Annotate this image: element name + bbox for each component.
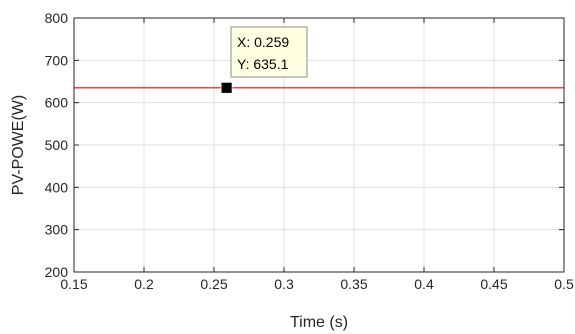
data-tip[interactable]: X: 0.259 Y: 635.1 — [220, 26, 308, 94]
y-tick-label: 800 — [45, 10, 69, 26]
y-tick-label: 200 — [45, 264, 69, 280]
y-axis-label: PV-POWE(W) — [10, 95, 27, 195]
x-tick-label: 0.3 — [274, 276, 294, 292]
data-tip-y-text: Y: 635.1 — [237, 56, 289, 72]
x-tick-label: 0.5 — [554, 276, 574, 292]
x-tick-label: 0.15 — [60, 276, 87, 292]
x-axis-label: Time (s) — [290, 314, 348, 331]
y-axis-ticks: 200 300 400 500 600 700 800 — [45, 10, 564, 280]
y-tick-label: 700 — [45, 52, 69, 68]
data-tip-box — [230, 26, 308, 78]
x-tick-label: 0.4 — [414, 276, 434, 292]
x-tick-label: 0.35 — [340, 276, 367, 292]
x-tick-label: 0.25 — [200, 276, 227, 292]
data-tip-marker[interactable] — [220, 81, 233, 94]
data-tip-x-text: X: 0.259 — [237, 34, 289, 50]
y-tick-label: 500 — [45, 137, 69, 153]
x-tick-label: 0.2 — [134, 276, 154, 292]
y-tick-label: 400 — [45, 179, 69, 195]
y-tick-label: 300 — [45, 222, 69, 238]
x-axis-ticks: 0.15 0.2 0.25 0.3 0.35 0.4 0.45 0.5 — [60, 18, 574, 292]
x-tick-label: 0.45 — [480, 276, 507, 292]
y-tick-label: 600 — [45, 95, 69, 111]
